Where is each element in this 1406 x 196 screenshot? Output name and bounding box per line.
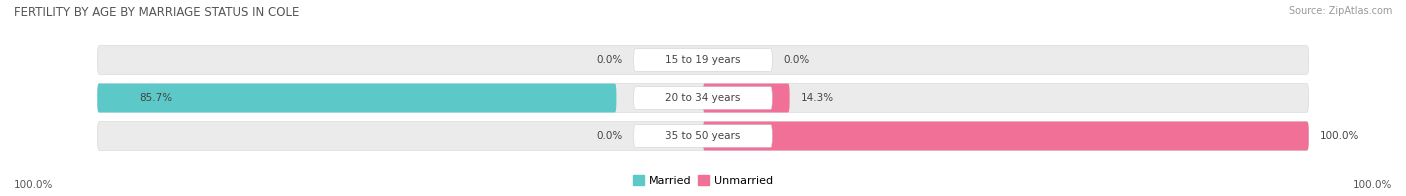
FancyBboxPatch shape (97, 122, 1309, 151)
FancyBboxPatch shape (634, 49, 772, 71)
FancyBboxPatch shape (97, 83, 1309, 113)
Text: 14.3%: 14.3% (801, 93, 834, 103)
Legend: Married, Unmarried: Married, Unmarried (628, 171, 778, 190)
Text: 0.0%: 0.0% (783, 55, 810, 65)
Text: FERTILITY BY AGE BY MARRIAGE STATUS IN COLE: FERTILITY BY AGE BY MARRIAGE STATUS IN C… (14, 6, 299, 19)
Text: 85.7%: 85.7% (139, 93, 173, 103)
Text: 20 to 34 years: 20 to 34 years (665, 93, 741, 103)
Text: 0.0%: 0.0% (596, 131, 623, 141)
Text: 100.0%: 100.0% (14, 180, 53, 190)
Text: 100.0%: 100.0% (1353, 180, 1392, 190)
Text: 100.0%: 100.0% (1320, 131, 1360, 141)
FancyBboxPatch shape (634, 87, 772, 109)
FancyBboxPatch shape (97, 45, 1309, 74)
Text: 15 to 19 years: 15 to 19 years (665, 55, 741, 65)
FancyBboxPatch shape (634, 125, 772, 147)
Text: Source: ZipAtlas.com: Source: ZipAtlas.com (1288, 6, 1392, 16)
FancyBboxPatch shape (703, 83, 790, 113)
Text: 35 to 50 years: 35 to 50 years (665, 131, 741, 141)
FancyBboxPatch shape (703, 122, 1309, 151)
Text: 0.0%: 0.0% (596, 55, 623, 65)
FancyBboxPatch shape (97, 83, 616, 113)
